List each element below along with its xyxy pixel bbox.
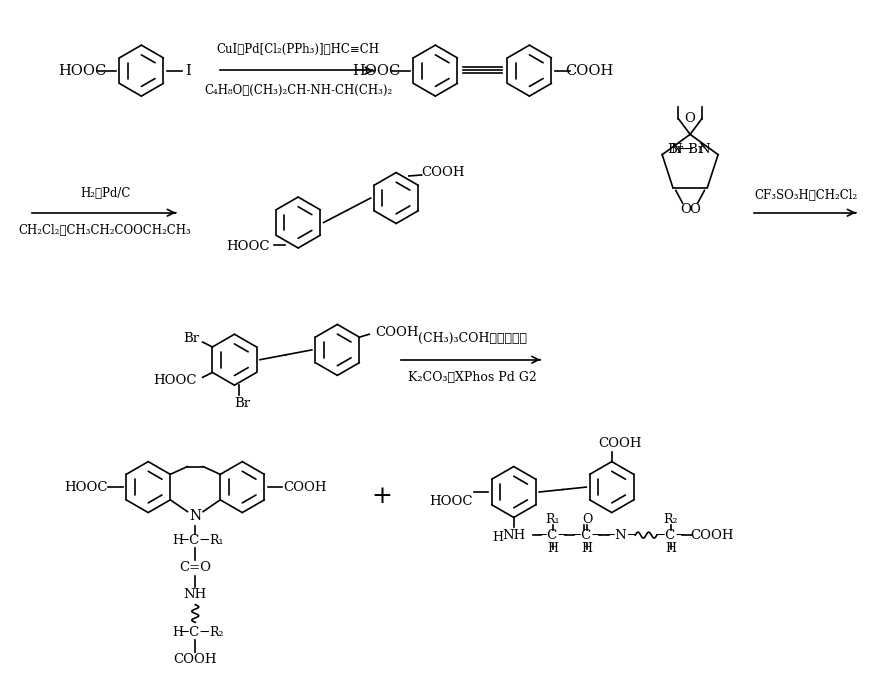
Text: O: O bbox=[680, 202, 690, 216]
Text: Br−: Br− bbox=[667, 143, 693, 156]
Text: HOOC: HOOC bbox=[352, 64, 401, 77]
Text: COOH: COOH bbox=[597, 437, 640, 451]
Text: −N−: −N− bbox=[604, 529, 638, 542]
Text: H: H bbox=[172, 533, 182, 547]
Text: O: O bbox=[581, 513, 592, 526]
Text: COOH: COOH bbox=[421, 166, 464, 178]
Text: NH: NH bbox=[501, 529, 525, 542]
Text: HOOC: HOOC bbox=[226, 240, 269, 253]
Text: N: N bbox=[189, 509, 201, 524]
Text: H: H bbox=[547, 542, 558, 556]
Text: H: H bbox=[172, 625, 182, 638]
Text: I: I bbox=[185, 64, 191, 77]
Text: N: N bbox=[669, 143, 681, 156]
Text: HOOC: HOOC bbox=[153, 374, 196, 387]
Text: CuI、Pd[Cl₂(PPh₃)]、HC≡CH: CuI、Pd[Cl₂(PPh₃)]、HC≡CH bbox=[216, 43, 379, 55]
Text: H: H bbox=[492, 531, 503, 544]
Text: COOH: COOH bbox=[565, 64, 613, 77]
Text: −C−: −C− bbox=[570, 529, 603, 542]
Text: CH₂Cl₂、CH₃CH₂COOCH₂CH₃: CH₂Cl₂、CH₃CH₂COOCH₂CH₃ bbox=[19, 224, 191, 237]
Text: R₂: R₂ bbox=[662, 513, 677, 526]
Text: O: O bbox=[684, 112, 695, 125]
Text: +: + bbox=[370, 485, 391, 509]
Text: COOH: COOH bbox=[283, 481, 327, 493]
Text: HOOC: HOOC bbox=[63, 481, 107, 493]
Text: K₂CO₃、XPhos Pd G2: K₂CO₃、XPhos Pd G2 bbox=[408, 371, 536, 384]
Text: HOOC: HOOC bbox=[428, 495, 472, 509]
Text: −C−: −C− bbox=[179, 625, 211, 638]
Text: R₁: R₁ bbox=[209, 533, 224, 547]
Text: −C−: −C− bbox=[179, 533, 211, 547]
Text: −Br: −Br bbox=[677, 143, 705, 156]
Text: C₄H₈O、(CH₃)₂CH-NH-CH(CH₃)₂: C₄H₈O、(CH₃)₂CH-NH-CH(CH₃)₂ bbox=[204, 84, 392, 97]
Text: COOH: COOH bbox=[689, 529, 733, 542]
Text: H: H bbox=[581, 542, 592, 556]
Text: CF₃SO₃H、CH₂Cl₂: CF₃SO₃H、CH₂Cl₂ bbox=[753, 189, 857, 202]
Text: −C−: −C− bbox=[536, 529, 568, 542]
Text: COOH: COOH bbox=[375, 325, 418, 339]
Text: (CH₃)₃COH、胶原蛋白: (CH₃)₃COH、胶原蛋白 bbox=[417, 332, 526, 345]
Text: NH: NH bbox=[183, 589, 207, 601]
Text: H₂、Pd/C: H₂、Pd/C bbox=[80, 187, 130, 200]
Text: COOH: COOH bbox=[173, 653, 216, 666]
Text: Br: Br bbox=[234, 397, 250, 410]
Text: R₁: R₁ bbox=[545, 513, 560, 526]
Text: C=O: C=O bbox=[179, 561, 211, 574]
Text: Br: Br bbox=[182, 332, 199, 345]
Text: R₂: R₂ bbox=[209, 625, 224, 638]
Text: H: H bbox=[664, 542, 675, 556]
Text: −C−: −C− bbox=[653, 529, 686, 542]
Text: O: O bbox=[688, 202, 700, 216]
Text: N: N bbox=[698, 143, 709, 156]
Text: HOOC: HOOC bbox=[58, 64, 107, 77]
